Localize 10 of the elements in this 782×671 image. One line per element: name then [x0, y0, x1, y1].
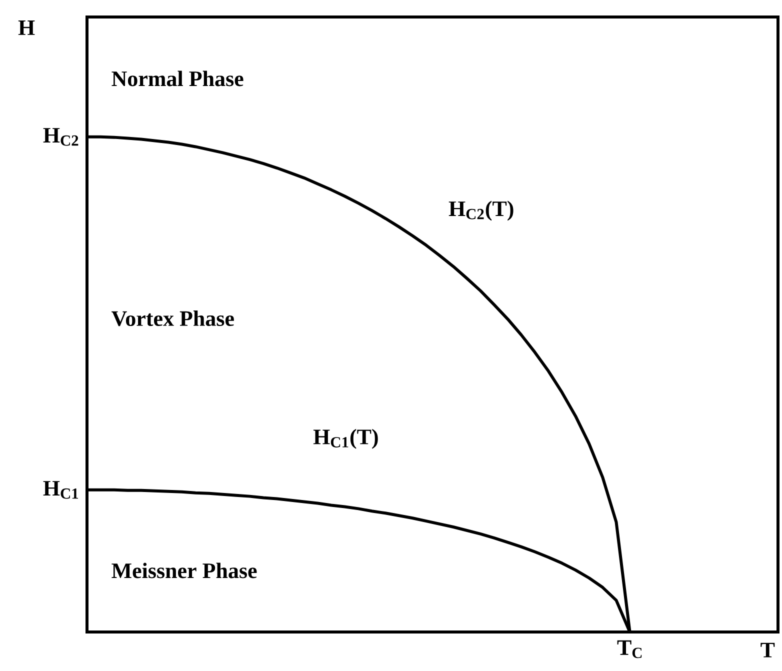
text: H: [18, 20, 35, 35]
text: H$_{C2}$: [43, 128, 78, 146]
text: T$_{C}$: [617, 640, 642, 658]
annotation: Meissner Phase: [112, 562, 257, 578]
text: H$_{C1}$(T): [313, 428, 378, 449]
annotation: Vortex Phase: [112, 310, 234, 326]
series-label: H$_{C2}$(T): [448, 200, 514, 221]
text: Normal Phase: [112, 70, 244, 86]
text: H$_{C1}$: [43, 481, 78, 499]
text: T: [760, 642, 775, 658]
